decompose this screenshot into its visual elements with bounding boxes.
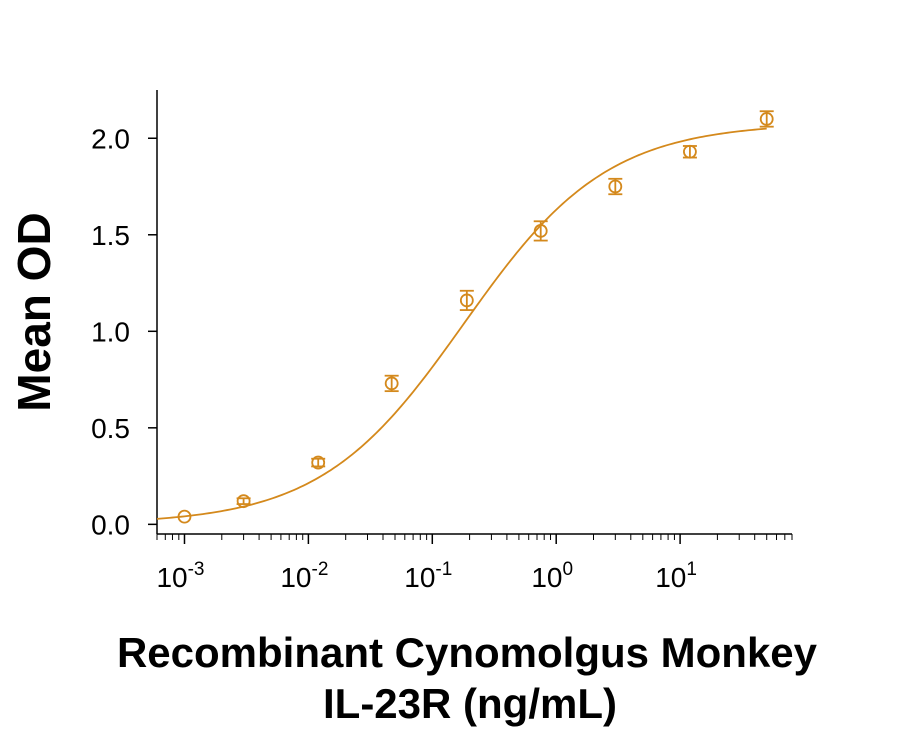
y-tick-label: 1.5 <box>91 220 130 251</box>
y-tick-label: 1.0 <box>91 316 130 347</box>
x-axis-label-line-2: IL-23R (ng/mL) <box>323 680 617 727</box>
data-point <box>459 293 474 308</box>
data-point <box>759 112 774 126</box>
data-point <box>311 455 326 470</box>
x-tick-label: 10-1 <box>404 559 452 593</box>
x-tick-label: 100 <box>531 559 573 593</box>
data-point <box>533 224 548 238</box>
y-tick-label: 0.5 <box>91 413 130 444</box>
x-tick-label: 101 <box>655 559 697 593</box>
y-tick-label: 0.0 <box>91 509 130 540</box>
y-tick-label: 2.0 <box>91 123 130 154</box>
data-point <box>384 376 399 391</box>
x-tick-label: 10-3 <box>156 559 204 593</box>
x-tick-label: 10-2 <box>280 559 328 593</box>
data-point <box>608 179 623 194</box>
data-points-group <box>177 110 774 524</box>
data-point <box>236 494 251 509</box>
y-axis-label: Mean OD <box>8 212 60 411</box>
fit-curve <box>156 127 767 520</box>
x-axis-label-line-1: Recombinant Cynomolgus Monkey <box>117 629 818 676</box>
axis-labels: Mean OD Recombinant Cynomolgus Monkey IL… <box>8 212 818 727</box>
data-point <box>177 509 192 524</box>
fit-curve-group <box>156 127 767 520</box>
data-point <box>683 144 697 159</box>
axes: 0.0 0.5 1.0 1.5 2.0 10-3 10-2 10-1 100 101 <box>91 90 793 593</box>
